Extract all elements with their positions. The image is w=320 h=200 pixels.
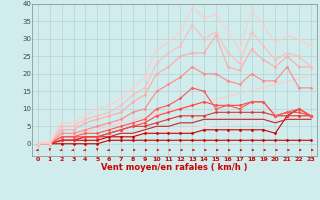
X-axis label: Vent moyen/en rafales ( km/h ): Vent moyen/en rafales ( km/h ) [101, 163, 248, 172]
